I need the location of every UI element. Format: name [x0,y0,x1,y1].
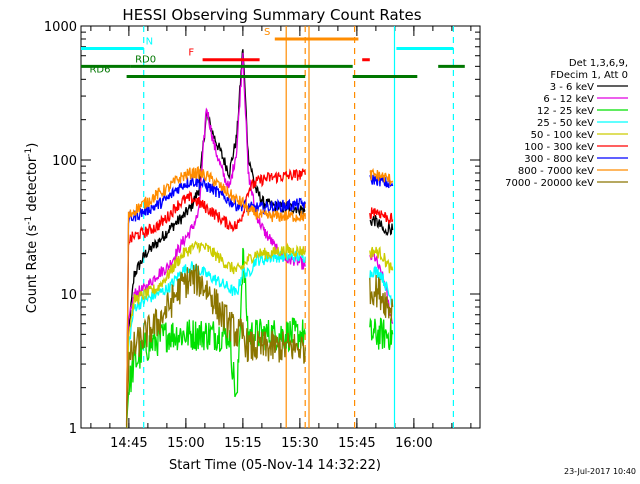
series-line [125,166,306,425]
chart-title: HESSI Observing Summary Count Rates [122,6,421,24]
x-tick-label: 14:45 [110,436,147,451]
y-tick-label: 10 [60,288,77,303]
state-bars: N F S RD0 RD6 [81,27,465,78]
y-axis-label-sup1: -1 [24,216,34,225]
series-line [125,168,306,426]
timestamp: 23-Jul-2017 10:40 [564,467,636,476]
x-axis-label: Start Time (05-Nov-14 14:32:22) [169,458,381,473]
legend-entry-label: 300 - 800 keV [524,154,594,165]
y-axis-label-sup2: -1 [24,148,34,157]
x-tick-label: 15:15 [224,436,261,451]
series-layer [125,49,394,429]
series-line [125,240,306,429]
state-bar-label: RD6 [89,64,110,75]
y-tick-label: 100 [52,154,77,169]
legend-header: FDecim 1, Att 0 [550,70,628,81]
legend-entry-label: 6 - 12 keV [543,94,594,105]
x-tick-label: 15:00 [167,436,204,451]
legend-entry-label: 3 - 6 keV [550,82,594,93]
legend-entry-label: 12 - 25 keV [537,106,594,117]
series-line [125,263,306,429]
series-line [369,274,394,321]
y-tick-label: 1000 [44,20,77,35]
x-tick-label: 16:00 [395,436,432,451]
series-line [369,207,394,226]
x-tick-label: 15:30 [281,436,318,451]
axis-ticks: 1 10 100 1000 14:45 15:00 15:15 15:30 15:45 16:00 [44,20,480,451]
legend-entry-label: 800 - 7000 keV [518,166,594,177]
state-bar-label: S [264,27,270,38]
y-axis-label-main: Count Rate (s [25,225,40,314]
y-axis-label: Count Rate (s-1 detector-1) [24,143,40,314]
series-line [369,317,394,351]
y-tick-label: 1 [69,422,77,437]
legend-entry-label: 100 - 300 keV [524,142,594,153]
series-line [369,167,394,186]
legend-entry-label: 25 - 50 keV [537,118,594,129]
y-axis-label-mid: detector [25,156,40,216]
y-axis-label-end: ) [25,143,40,148]
x-tick-label: 15:45 [338,436,375,451]
state-bar-label: F [188,48,194,59]
state-bar-label: N [146,36,153,47]
series-line [369,265,394,306]
time-markers [143,26,454,428]
state-bar-label: RD0 [135,54,156,65]
legend-header: Det 1,3,6,9, [569,58,628,69]
legend-entry-label: 7000 - 20000 keV [505,178,594,189]
legend-entry-label: 50 - 100 keV [531,130,595,141]
series-line [125,176,306,423]
series-line [369,246,394,274]
